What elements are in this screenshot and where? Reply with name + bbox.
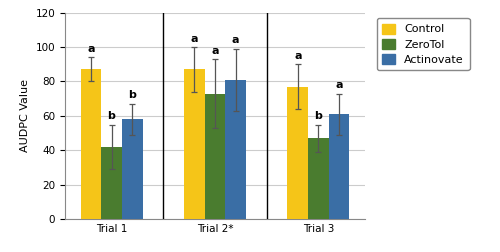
- Text: a: a: [87, 44, 94, 54]
- Text: b: b: [128, 90, 136, 101]
- Text: a: a: [294, 51, 302, 61]
- Bar: [308, 138, 329, 219]
- Legend: Control, ZeroTol, Actinovate: Control, ZeroTol, Actinovate: [376, 18, 470, 71]
- Text: b: b: [314, 111, 322, 121]
- Bar: [122, 119, 142, 219]
- Bar: [184, 70, 204, 219]
- Bar: [101, 147, 122, 219]
- Text: a: a: [190, 34, 198, 44]
- Bar: [329, 114, 349, 219]
- Text: a: a: [232, 35, 239, 45]
- Text: a: a: [336, 80, 343, 90]
- Bar: [80, 70, 101, 219]
- Text: a: a: [211, 46, 218, 56]
- Bar: [226, 80, 246, 219]
- Y-axis label: AUDPC Value: AUDPC Value: [20, 79, 30, 152]
- Bar: [288, 87, 308, 219]
- Text: b: b: [108, 111, 116, 121]
- Bar: [204, 93, 226, 219]
